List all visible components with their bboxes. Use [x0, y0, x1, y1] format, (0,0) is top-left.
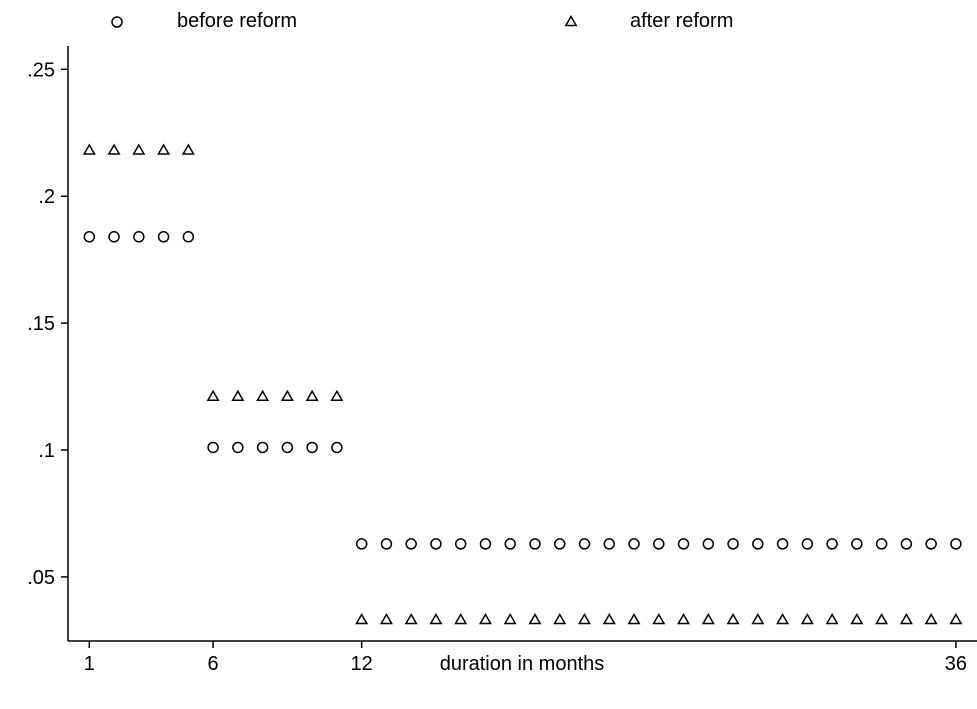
data-point-before-reform	[553, 538, 566, 550]
data-point-before-reform	[430, 538, 442, 550]
data-point-before-reform	[133, 231, 145, 243]
data-point-after-reform	[701, 613, 715, 625]
x-tick-label: 12	[351, 653, 373, 675]
data-point-before-reform	[653, 538, 665, 550]
data-point-after-reform	[280, 389, 294, 401]
data-point-after-reform	[231, 389, 245, 401]
data-point-after-reform	[751, 613, 765, 625]
data-point-before-reform	[925, 538, 937, 550]
data-point-before-reform	[900, 538, 913, 550]
data-point-after-reform	[528, 613, 542, 625]
data-point-before-reform	[405, 538, 417, 550]
data-point-after-reform	[355, 613, 369, 625]
x-tick-label: 36	[945, 653, 967, 675]
data-point-after-reform	[206, 389, 220, 401]
y-tick-label: .25	[27, 59, 55, 81]
data-point-after-reform	[107, 143, 121, 155]
data-point-after-reform	[478, 613, 492, 625]
legend-marker-before-reform	[111, 16, 123, 28]
data-point-before-reform	[851, 538, 863, 550]
data-point-after-reform	[404, 613, 418, 625]
y-tick-label: .2	[38, 186, 55, 208]
data-point-after-reform	[181, 143, 195, 155]
data-point-before-reform	[578, 538, 591, 550]
data-point-before-reform	[207, 441, 219, 454]
data-point-before-reform	[182, 231, 195, 243]
data-point-before-reform	[479, 538, 492, 550]
data-point-after-reform	[379, 613, 393, 625]
x-tick-label: 1	[84, 653, 95, 675]
data-point-after-reform	[726, 613, 740, 625]
plot-marks	[82, 143, 963, 625]
legend-label-before-reform: before reform	[177, 10, 297, 32]
data-point-after-reform	[256, 389, 270, 401]
data-point-before-reform	[776, 538, 789, 550]
data-point-before-reform	[108, 231, 120, 243]
data-point-before-reform	[232, 441, 244, 454]
data-point-before-reform	[256, 441, 269, 454]
legend-label-after-reform: after reform	[630, 10, 733, 32]
data-point-before-reform	[331, 441, 343, 454]
data-point-before-reform	[702, 538, 715, 550]
y-tick-label: .05	[27, 567, 55, 589]
data-point-after-reform	[949, 613, 963, 625]
y-tick-label: .15	[27, 313, 55, 335]
data-point-before-reform	[454, 538, 467, 550]
data-point-after-reform	[132, 143, 146, 155]
data-point-before-reform	[727, 538, 739, 550]
data-point-after-reform	[429, 613, 443, 625]
data-point-after-reform	[602, 613, 616, 625]
data-point-after-reform	[305, 389, 319, 401]
data-point-after-reform	[924, 613, 938, 625]
data-point-before-reform	[83, 231, 96, 243]
data-point-after-reform	[677, 613, 691, 625]
data-point-before-reform	[157, 231, 170, 243]
data-point-after-reform	[627, 613, 641, 625]
data-point-after-reform	[776, 613, 790, 625]
legend-marker-after-reform	[564, 15, 578, 27]
data-point-before-reform	[306, 441, 318, 454]
data-point-after-reform	[875, 613, 889, 625]
data-point-after-reform	[454, 613, 468, 625]
y-tick-label: .1	[38, 440, 55, 462]
data-point-before-reform	[504, 538, 516, 550]
data-point-before-reform	[752, 538, 764, 550]
data-point-after-reform	[553, 613, 567, 625]
data-point-after-reform	[652, 613, 666, 625]
x-axis-ticks: 1 6 12 36	[84, 641, 967, 675]
data-point-after-reform	[157, 143, 171, 155]
data-point-before-reform	[677, 538, 690, 550]
data-point-after-reform	[800, 613, 814, 625]
x-tick-label: 6	[208, 653, 219, 675]
data-point-before-reform	[628, 538, 640, 550]
data-point-before-reform	[281, 441, 294, 454]
x-axis-title: duration in months	[440, 653, 605, 675]
data-point-before-reform	[380, 538, 393, 550]
data-point-before-reform	[950, 538, 962, 550]
data-point-after-reform	[82, 143, 96, 155]
data-point-after-reform	[825, 613, 839, 625]
data-point-after-reform	[503, 613, 517, 625]
legend: before reform after reform	[111, 10, 733, 32]
data-point-before-reform	[355, 538, 368, 550]
data-point-before-reform	[801, 538, 814, 550]
data-point-after-reform	[330, 389, 344, 401]
data-point-before-reform	[603, 538, 616, 550]
data-point-after-reform	[899, 613, 913, 625]
data-point-before-reform	[826, 538, 838, 550]
data-point-before-reform	[875, 538, 888, 550]
data-point-before-reform	[529, 538, 541, 550]
data-point-after-reform	[578, 613, 591, 625]
y-axis-ticks: .05 .1 .15 .2 .25	[27, 59, 68, 589]
data-point-after-reform	[850, 613, 864, 625]
